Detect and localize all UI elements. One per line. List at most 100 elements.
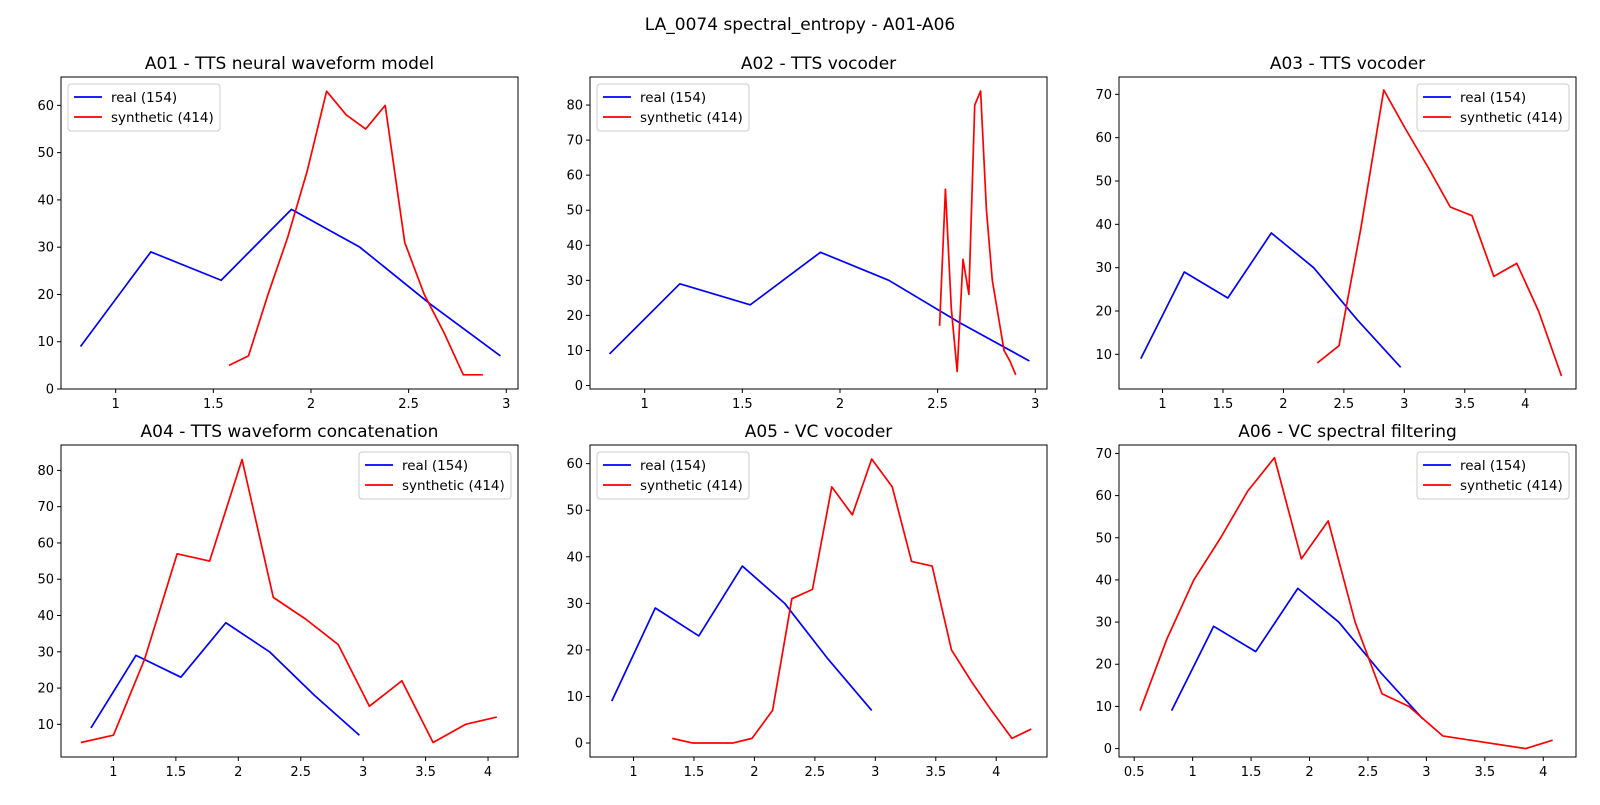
axes-frame — [1118, 76, 1577, 390]
y-tick-label: 30 — [566, 274, 583, 289]
x-tick-label: 1 — [112, 397, 120, 412]
x-tick-label: 4 — [484, 765, 492, 780]
legend-label-real: real (154) — [111, 90, 177, 106]
x-tick-label: 1 — [1188, 765, 1196, 780]
legend-box — [596, 83, 750, 132]
x-tick-label: 3 — [1031, 397, 1039, 412]
y-tick-label: 60 — [1095, 131, 1112, 146]
subplot-4: A04 - TTS waveform concatenation 1 1.5 2 2.5… — [37, 422, 519, 780]
series-line-synthetic — [672, 458, 1032, 744]
series-line-real — [1140, 232, 1402, 368]
x-tick-label: 2 — [1279, 397, 1287, 412]
series-line-synthetic — [80, 458, 497, 744]
x-tick-label: 3.5 — [415, 765, 436, 780]
subplot-3: A03 - TTS vocoder 1 1.5 2 2.5 3 3.5 4 10 20 30 40 50… — [1095, 54, 1577, 412]
y-tick-label: 60 — [566, 169, 583, 184]
x-tick-label: 3.5 — [925, 765, 946, 780]
y-tick-label: 50 — [1095, 175, 1112, 190]
x-tick-label: 0.5 — [1124, 765, 1145, 780]
legend-label-real: real (154) — [640, 458, 706, 474]
y-tick-label: 10 — [566, 344, 583, 359]
x-tick-label: 4 — [1521, 397, 1529, 412]
legend-label-synthetic: synthetic (414) — [640, 478, 743, 494]
series-line-synthetic — [228, 90, 483, 376]
y-tick-label: 60 — [37, 99, 54, 114]
legend: real (154) synthetic (414) — [67, 83, 221, 132]
x-tick-label: 3 — [502, 397, 510, 412]
series-line-real — [610, 565, 873, 711]
x-tick-label: 4 — [992, 765, 1000, 780]
legend-label-real: real (154) — [1460, 458, 1526, 474]
legend-box — [358, 451, 512, 500]
x-tick-label: 1 — [629, 765, 637, 780]
legend-label-synthetic: synthetic (414) — [1460, 478, 1563, 494]
y-tick-label: 60 — [37, 536, 54, 551]
legend: real (154) synthetic (414) — [596, 451, 750, 500]
axes-frame — [60, 76, 519, 390]
y-tick-label: 40 — [566, 239, 583, 254]
y-tick-label: 10 — [37, 718, 54, 733]
y-tick-label: 70 — [37, 500, 54, 515]
legend-box — [1416, 451, 1570, 500]
y-tick-label: 10 — [566, 690, 583, 705]
series-line-synthetic — [1139, 456, 1553, 750]
y-tick-label: 70 — [1095, 88, 1112, 103]
y-tick-label: 20 — [37, 288, 54, 303]
x-tick-label: 1.5 — [684, 765, 705, 780]
x-tick-label: 2 — [750, 765, 758, 780]
y-tick-label: 10 — [1095, 700, 1112, 715]
x-tick-label: 3 — [871, 765, 879, 780]
legend: real (154) synthetic (414) — [1416, 83, 1570, 132]
legend-label-real: real (154) — [640, 90, 706, 106]
legend: real (154) synthetic (414) — [358, 451, 512, 500]
y-tick-label: 70 — [566, 134, 583, 149]
x-tick-label: 4 — [1539, 765, 1547, 780]
legend-label-synthetic: synthetic (414) — [1460, 110, 1563, 126]
legend-label-synthetic: synthetic (414) — [111, 110, 214, 126]
y-tick-label: 30 — [37, 241, 54, 256]
y-tick-label: 0 — [575, 379, 583, 394]
y-tick-label: 20 — [566, 309, 583, 324]
subplot-title: A06 - VC spectral filtering — [1238, 422, 1457, 442]
series-line-real — [79, 208, 501, 357]
y-tick-label: 40 — [37, 193, 54, 208]
series-line-synthetic — [938, 90, 1017, 376]
legend-label-real: real (154) — [1460, 90, 1526, 106]
y-tick-label: 50 — [566, 504, 583, 519]
y-tick-label: 80 — [566, 99, 583, 114]
y-tick-label: 10 — [37, 335, 54, 350]
y-tick-label: 30 — [1095, 616, 1112, 631]
legend: real (154) synthetic (414) — [596, 83, 750, 132]
y-tick-label: 50 — [1095, 531, 1112, 546]
subplot-title: A02 - TTS vocoder — [741, 54, 896, 74]
axes-frame — [589, 76, 1048, 390]
x-tick-label: 1.5 — [203, 397, 224, 412]
x-tick-label: 3.5 — [1474, 765, 1495, 780]
legend: real (154) synthetic (414) — [1416, 451, 1570, 500]
x-tick-label: 2 — [307, 397, 315, 412]
legend-box — [1416, 83, 1570, 132]
y-tick-label: 20 — [37, 682, 54, 697]
x-tick-label: 1.5 — [732, 397, 753, 412]
y-tick-label: 60 — [1095, 489, 1112, 504]
y-tick-label: 60 — [566, 457, 583, 472]
figure-title: LA_0074 spectral_entropy - A01-A06 — [645, 15, 955, 35]
x-tick-label: 2.5 — [290, 765, 311, 780]
y-tick-label: 40 — [1095, 573, 1112, 588]
y-tick-label: 40 — [566, 550, 583, 565]
y-tick-label: 0 — [1104, 742, 1112, 757]
y-tick-label: 0 — [575, 737, 583, 752]
x-tick-label: 3 — [359, 765, 367, 780]
y-tick-label: 40 — [37, 609, 54, 624]
y-tick-label: 70 — [1095, 447, 1112, 462]
x-tick-label: 1.5 — [1241, 765, 1262, 780]
subplot-title: A04 - TTS waveform concatenation — [141, 422, 439, 442]
x-tick-label: 2.5 — [1334, 397, 1355, 412]
subplot-grid: A01 - TTS neural waveform model 1 1.5 2 2.5 3… — [37, 54, 1577, 780]
y-tick-label: 20 — [1095, 305, 1112, 320]
series-line-real — [90, 621, 360, 736]
